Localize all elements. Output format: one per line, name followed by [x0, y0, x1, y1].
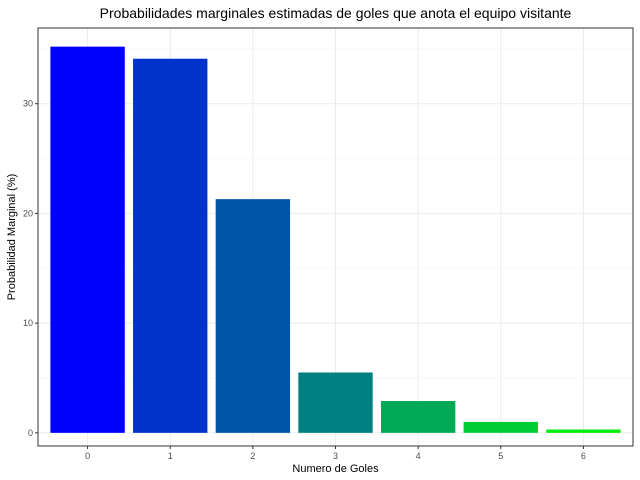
bars	[50, 46, 621, 433]
bar-4	[380, 401, 456, 433]
x-tick-label: 2	[250, 451, 255, 461]
bar-6	[546, 429, 621, 433]
x-tick-label: 4	[416, 451, 421, 461]
x-tick-label: 6	[581, 451, 586, 461]
x-tick-label: 5	[498, 451, 503, 461]
bar-3	[298, 372, 373, 433]
y-tick-label: 30	[23, 99, 33, 109]
bar-1	[133, 58, 208, 433]
y-axis: 0 10 20 30	[23, 99, 38, 438]
x-tick-label: 1	[168, 451, 173, 461]
y-tick-label: 20	[23, 208, 33, 218]
x-axis: 0 1 2 3 4 5 6	[85, 446, 586, 461]
x-axis-title: Numero de Goles	[292, 463, 379, 475]
y-tick-label: 10	[23, 318, 33, 328]
y-tick-label: 0	[28, 428, 33, 438]
bar-0	[50, 46, 125, 433]
x-tick-label: 0	[85, 451, 90, 461]
y-axis-title: Probabilidad Marginal (%)	[6, 174, 18, 301]
x-tick-label: 3	[333, 451, 338, 461]
bar-5	[463, 421, 538, 433]
bar-2	[215, 199, 291, 433]
chart-title: Probabilidades marginales estimadas de g…	[100, 5, 572, 21]
